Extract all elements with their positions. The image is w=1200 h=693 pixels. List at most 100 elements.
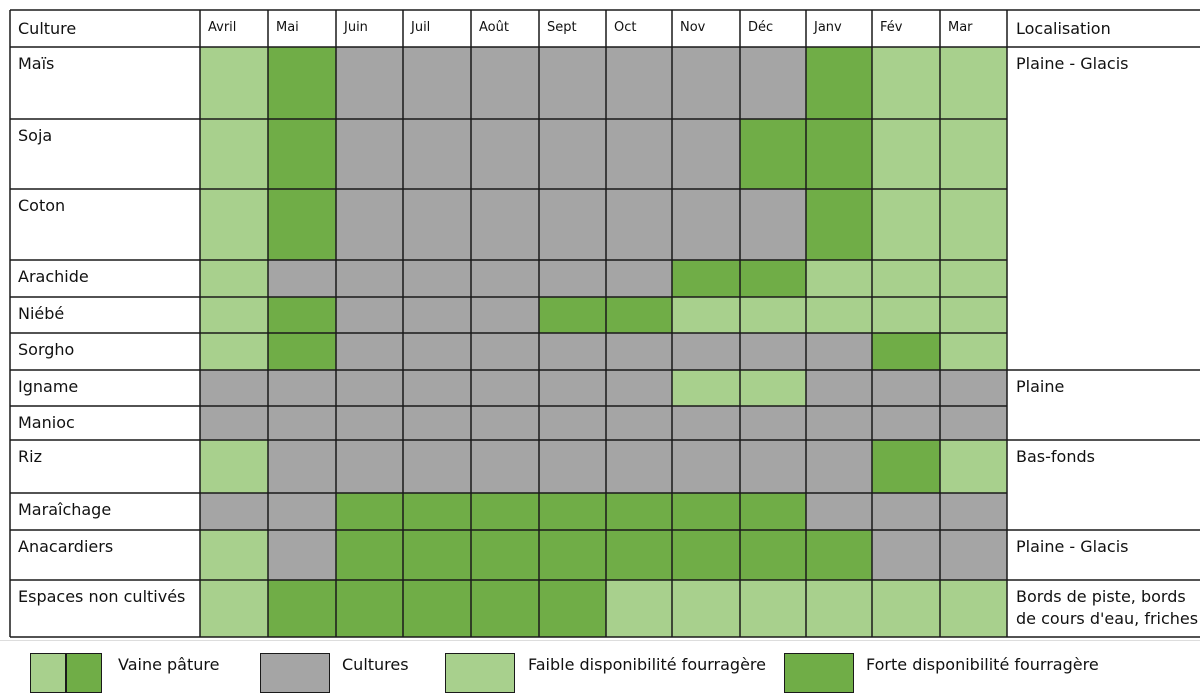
- cell-r12-m2: [268, 580, 336, 637]
- cell-r9-m9: [740, 440, 806, 493]
- localisation-text-3-1: Bas-fonds: [1016, 447, 1095, 466]
- cell-r2-m7: [606, 119, 672, 189]
- cell-r5-m8: [672, 297, 740, 333]
- cell-r12-m12: [940, 580, 1007, 637]
- cell-r11-m3: [336, 530, 403, 580]
- cell-r10-m4: [403, 493, 471, 530]
- localisation-cell-3: [1007, 440, 1200, 530]
- cell-r1-m1: [200, 47, 268, 119]
- cell-r2-m4: [403, 119, 471, 189]
- header-culture: Culture: [18, 19, 76, 38]
- row-label-12: Espaces non cultivés: [18, 587, 185, 606]
- header-month-3: Juin: [343, 20, 368, 35]
- cell-r7-m12: [940, 370, 1007, 406]
- row-label-cell: [10, 580, 200, 637]
- cell-r4-m9: [740, 260, 806, 297]
- cell-r5-m2: [268, 297, 336, 333]
- legend-swatch-cultures: [260, 653, 330, 693]
- cell-r8-m5: [471, 406, 539, 440]
- cell-r10-m12: [940, 493, 1007, 530]
- header-month-4: Juil: [410, 20, 430, 35]
- cell-r1-m11: [872, 47, 940, 119]
- cell-r4-m1: [200, 260, 268, 297]
- cell-r1-m2: [268, 47, 336, 119]
- cell-r3-m4: [403, 189, 471, 260]
- cell-r9-m5: [471, 440, 539, 493]
- cell-r11-m7: [606, 530, 672, 580]
- cell-r8-m4: [403, 406, 471, 440]
- localisation-text-5-2: de cours d'eau, friches: [1016, 609, 1198, 628]
- header-month-6: Sept: [547, 20, 577, 35]
- legend-label-vaine-pature: Vaine pâture: [118, 655, 220, 674]
- cell-r7-m7: [606, 370, 672, 406]
- row-label-cell: [10, 493, 200, 530]
- legend-swatch-vaine-light: [30, 653, 66, 693]
- localisation-text-2-1: Plaine: [1016, 377, 1064, 396]
- cell-r4-m4: [403, 260, 471, 297]
- legend-label-cultures: Cultures: [342, 655, 409, 674]
- cell-r12-m9: [740, 580, 806, 637]
- row-label-5: Niébé: [18, 304, 64, 323]
- cell-r8-m9: [740, 406, 806, 440]
- cell-r5-m9: [740, 297, 806, 333]
- row-label-7: Igname: [18, 377, 78, 396]
- legend-label-faible: Faible disponibilité fourragère: [528, 655, 766, 674]
- row-label-cell: [10, 440, 200, 493]
- header-month-5: Août: [479, 20, 509, 35]
- cell-r10-m1: [200, 493, 268, 530]
- cell-r8-m2: [268, 406, 336, 440]
- cell-r10-m6: [539, 493, 606, 530]
- header-localisation: Localisation: [1016, 19, 1111, 38]
- cell-r8-m7: [606, 406, 672, 440]
- cell-r9-m7: [606, 440, 672, 493]
- cell-r10-m2: [268, 493, 336, 530]
- cell-r4-m10: [806, 260, 872, 297]
- cell-r11-m4: [403, 530, 471, 580]
- cell-r6-m3: [336, 333, 403, 370]
- cell-r3-m8: [672, 189, 740, 260]
- cell-r4-m7: [606, 260, 672, 297]
- cell-r1-m8: [672, 47, 740, 119]
- cell-r12-m11: [872, 580, 940, 637]
- cell-r12-m10: [806, 580, 872, 637]
- localisation-text-5-1: Bords de piste, bords: [1016, 587, 1186, 606]
- row-label-cell: [10, 333, 200, 370]
- cell-r4-m5: [471, 260, 539, 297]
- legend-swatch-faible: [445, 653, 515, 693]
- cell-r5-m3: [336, 297, 403, 333]
- header-month-2: Mai: [276, 20, 299, 35]
- legend: Vaine pâture Cultures Faible disponibili…: [0, 640, 1200, 693]
- cell-r8-m6: [539, 406, 606, 440]
- row-label-8: Manioc: [18, 413, 75, 432]
- row-label-cell: [10, 260, 200, 297]
- cell-r3-m6: [539, 189, 606, 260]
- cell-r5-m12: [940, 297, 1007, 333]
- cell-r8-m1: [200, 406, 268, 440]
- legend-label-forte: Forte disponibilité fourragère: [866, 655, 1099, 674]
- header-month-12: Mar: [948, 20, 973, 35]
- cell-r6-m8: [672, 333, 740, 370]
- cell-r7-m8: [672, 370, 740, 406]
- header-month-9: Déc: [748, 20, 773, 35]
- cell-r10-m3: [336, 493, 403, 530]
- localisation-cell-5: [1007, 580, 1200, 637]
- cell-r10-m5: [471, 493, 539, 530]
- cell-r1-m3: [336, 47, 403, 119]
- cell-r9-m12: [940, 440, 1007, 493]
- header-month-8: Nov: [680, 20, 706, 35]
- cell-r11-m8: [672, 530, 740, 580]
- legend-swatch-forte: [784, 653, 854, 693]
- cell-r4-m8: [672, 260, 740, 297]
- forage-calendar-table: Culture Avril Mai Juin Juil Août Sept Oct Nov Déc…: [9, 9, 1200, 638]
- cell-r9-m4: [403, 440, 471, 493]
- cell-r5-m1: [200, 297, 268, 333]
- cell-r12-m5: [471, 580, 539, 637]
- cell-r8-m10: [806, 406, 872, 440]
- cell-r9-m8: [672, 440, 740, 493]
- cell-r9-m1: [200, 440, 268, 493]
- header-row: [10, 10, 1200, 47]
- cell-r2-m10: [806, 119, 872, 189]
- row-label-cell: [10, 297, 200, 333]
- cell-r1-m7: [606, 47, 672, 119]
- row-label-cell: [10, 370, 200, 406]
